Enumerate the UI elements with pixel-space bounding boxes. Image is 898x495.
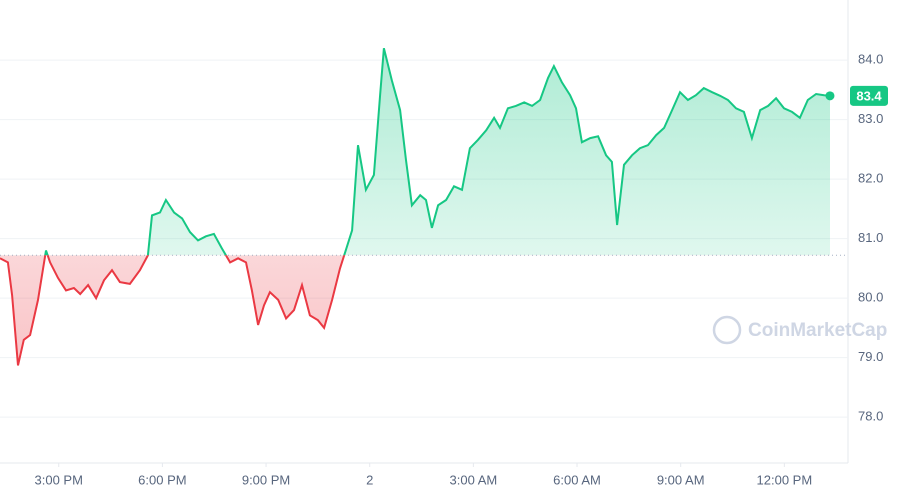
x-tick-label: 9:00 PM <box>242 472 290 487</box>
y-tick-label: 78.0 <box>858 409 883 424</box>
y-tick-label: 82.0 <box>858 171 883 186</box>
y-tick-label: 81.0 <box>858 230 883 245</box>
y-tick-label: 79.0 <box>858 349 883 364</box>
x-tick-label: 9:00 AM <box>657 472 705 487</box>
x-tick-label: 6:00 AM <box>553 472 601 487</box>
y-tick-label: 84.0 <box>858 52 883 67</box>
last-value-box <box>850 85 888 106</box>
area-up <box>45 48 830 256</box>
price-line-up <box>44 47 831 256</box>
area-down <box>0 255 830 366</box>
y-tick-label: 80.0 <box>858 290 883 305</box>
x-tick-label: 12:00 PM <box>757 472 813 487</box>
watermark-text: CoinMarketCap <box>748 320 887 341</box>
x-tick-label: 6:00 PM <box>138 472 186 487</box>
watermark: CoinMarketCap <box>712 315 887 345</box>
x-tick-label: 2 <box>366 472 373 487</box>
y-tick-label: 83.0 <box>858 111 883 126</box>
x-tick-label: 3:00 AM <box>450 472 498 487</box>
price-line-down <box>0 255 346 366</box>
last-point <box>825 91 835 101</box>
last-value-label: 83.4 <box>856 88 882 103</box>
x-tick-label: 3:00 PM <box>35 472 83 487</box>
